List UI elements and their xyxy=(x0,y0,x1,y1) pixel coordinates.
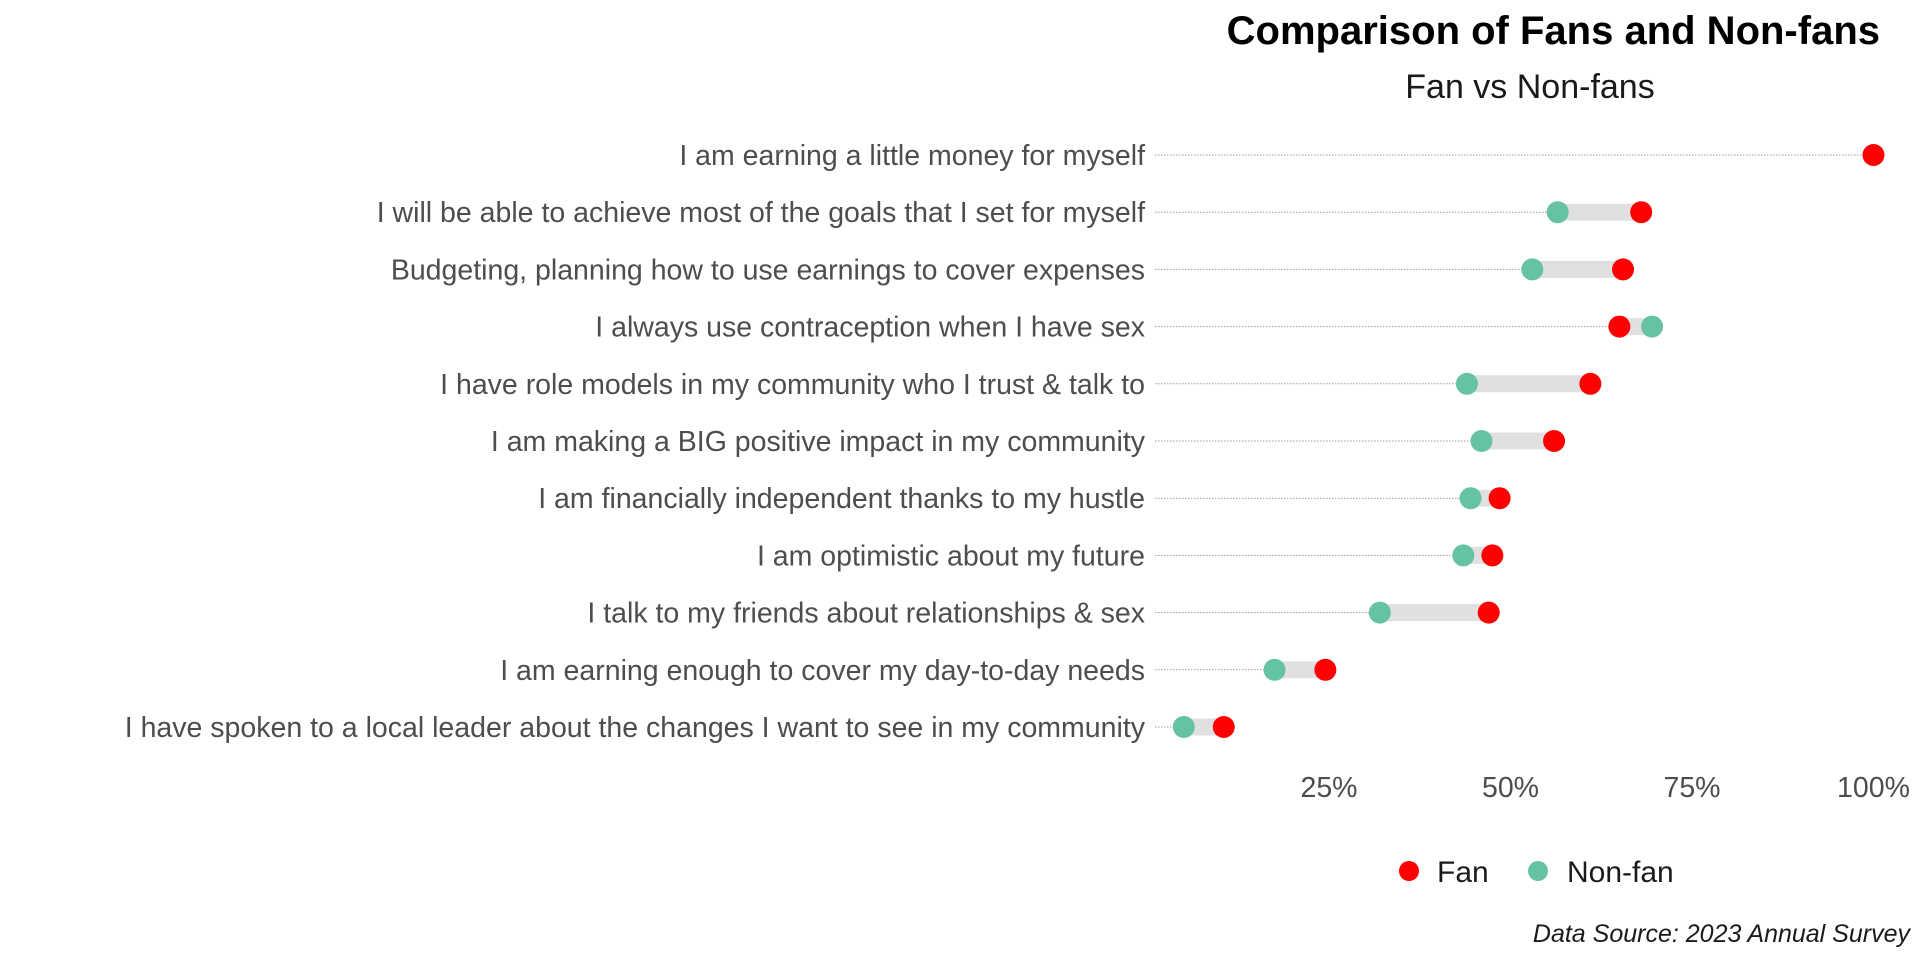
chart-rows: I am earning a little money for myself I … xyxy=(125,140,1885,744)
category-label: I will be able to achieve most of the go… xyxy=(377,197,1145,229)
legend-swatch xyxy=(1528,861,1548,881)
chart-row: I have role models in my community who I… xyxy=(440,369,1602,401)
fan-point xyxy=(1608,315,1631,338)
category-label: I have spoken to a local leader about th… xyxy=(125,712,1146,744)
category-label: I am optimistic about my future xyxy=(757,540,1145,572)
chart-caption: Data Source: 2023 Annual Survey xyxy=(1533,920,1912,948)
non-fan-point xyxy=(1368,601,1391,624)
non-fan-point xyxy=(1641,315,1664,338)
fan-point xyxy=(1212,716,1235,738)
chart-row: I am making a BIG positive impact in my … xyxy=(491,426,1566,458)
fan-point xyxy=(1543,430,1566,452)
category-label: I am earning a little money for myself xyxy=(679,140,1145,172)
non-fan-point xyxy=(1459,487,1482,510)
x-axis: 25% 50% 75% 100% xyxy=(1300,772,1909,804)
fan-point xyxy=(1630,201,1653,224)
category-label: I talk to my friends about relationships… xyxy=(587,598,1145,630)
chart-row: I always use contraception when I have s… xyxy=(595,312,1664,344)
category-label: I have role models in my community who I… xyxy=(440,369,1145,401)
non-fan-point xyxy=(1470,430,1493,452)
non-fan-point xyxy=(1172,716,1195,738)
legend-swatch xyxy=(1399,861,1419,881)
non-fan-point xyxy=(1521,258,1544,281)
fan-point xyxy=(1477,601,1500,624)
fan-point xyxy=(1579,372,1602,395)
legend: Fan Non-fan xyxy=(1399,856,1674,889)
category-label: I am financially independent thanks to m… xyxy=(538,483,1145,515)
chart-row: Budgeting, planning how to use earnings … xyxy=(391,254,1635,286)
non-fan-point xyxy=(1452,544,1475,567)
fan-point xyxy=(1612,258,1635,281)
fan-point xyxy=(1862,144,1885,166)
chart-row: I am financially independent thanks to m… xyxy=(538,483,1511,515)
chart-row: I am optimistic about my future xyxy=(757,540,1504,572)
chart-title: Comparison of Fans and Non-fans xyxy=(1227,9,1880,53)
category-label: I am making a BIG positive impact in my … xyxy=(491,426,1146,458)
chart-row: I am earning enough to cover my day-to-d… xyxy=(500,655,1337,687)
legend-item-non-fan: Non-fan xyxy=(1528,856,1674,889)
legend-label: Fan xyxy=(1437,856,1489,889)
x-tick-label: 100% xyxy=(1837,772,1910,804)
non-fan-point xyxy=(1455,372,1478,395)
chart-row: I talk to my friends about relationships… xyxy=(587,598,1500,630)
non-fan-point xyxy=(1263,658,1286,681)
x-tick-label: 50% xyxy=(1482,772,1539,804)
non-fan-point xyxy=(1546,201,1569,224)
chart-row: I am earning a little money for myself xyxy=(679,140,1885,172)
x-tick-label: 75% xyxy=(1663,772,1720,804)
category-label: Budgeting, planning how to use earnings … xyxy=(391,254,1145,286)
category-label: I always use contraception when I have s… xyxy=(595,312,1145,344)
x-tick-label: 25% xyxy=(1300,772,1357,804)
legend-item-fan: Fan xyxy=(1399,856,1489,889)
category-label: I am earning enough to cover my day-to-d… xyxy=(500,655,1145,687)
fan-point xyxy=(1314,658,1337,681)
legend-label: Non-fan xyxy=(1567,856,1674,889)
chart-subtitle: Fan vs Non-fans xyxy=(1405,68,1654,106)
chart-row: I have spoken to a local leader about th… xyxy=(125,712,1235,744)
fan-point xyxy=(1488,487,1511,510)
chart-row: I will be able to achieve most of the go… xyxy=(377,197,1653,229)
fan-point xyxy=(1481,544,1504,567)
